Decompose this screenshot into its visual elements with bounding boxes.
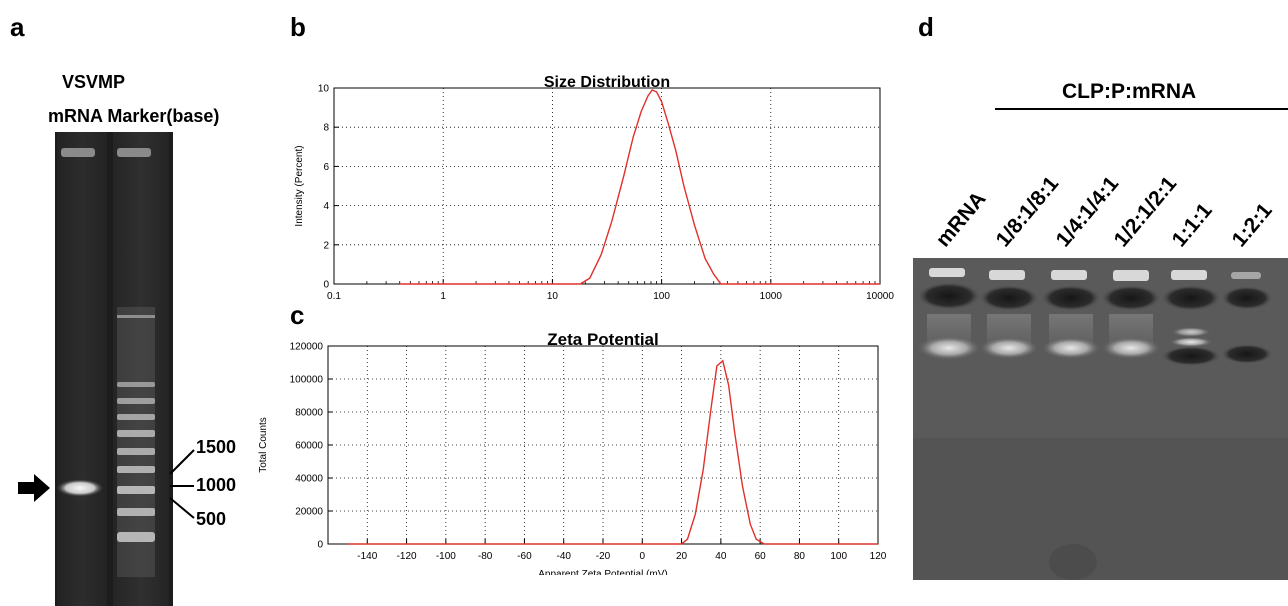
y-tick-label: 0 (317, 540, 323, 551)
y-tick-label: 40000 (295, 474, 323, 485)
x-tick-label: 100 (830, 551, 847, 562)
marker-band-top (117, 315, 155, 318)
lower-dark-bands (1161, 344, 1273, 366)
x-tick-label: -80 (478, 551, 493, 562)
x-tick-label: -20 (596, 551, 611, 562)
sample-band (56, 479, 104, 497)
lane-label-1-8: 1/8:1/8:1 (991, 172, 1064, 252)
y-tick-label: 120000 (290, 342, 324, 353)
y-tick-label: 20000 (295, 507, 323, 518)
y-tick-label: 2 (323, 240, 329, 251)
y-tick-label: 100000 (290, 375, 324, 386)
chart-title: Zeta Potential (547, 330, 658, 349)
chart-title: Size Distribution (544, 74, 670, 91)
well-sample (61, 148, 95, 157)
y-tick-label: 80000 (295, 408, 323, 419)
y-tick-label: 6 (323, 162, 329, 173)
dark-bands (917, 282, 1273, 311)
well-marker (117, 148, 151, 157)
x-tick-label: 40 (715, 551, 727, 562)
panel-letter-b: b (290, 12, 306, 42)
x-tick-label: 0 (640, 551, 646, 562)
panel-letter-d: d (918, 12, 934, 42)
x-tick-label: -40 (556, 551, 571, 562)
x-tick-label: 1 (440, 291, 446, 302)
y-tick-label: 10 (318, 84, 330, 95)
data-curve (347, 359, 878, 545)
x-tick-label: 1000 (760, 291, 783, 302)
y-tick-label: 8 (323, 123, 329, 134)
y-tick-label: 60000 (295, 441, 323, 452)
x-tick-label: 60 (755, 551, 767, 562)
x-tick-label: 80 (794, 551, 806, 562)
size-distribution-chart: Size Distribution 0.1 1 10 100 1000 10000 0 2 4 6 8… (294, 74, 894, 302)
data-curve (399, 89, 880, 285)
lane-label-1-1-1: 1:1:1 (1167, 199, 1217, 252)
marker-ladder (117, 382, 155, 542)
x-tick-label: 20 (676, 551, 688, 562)
marker-1000-label: 1000 (196, 475, 237, 495)
x-tick-label: 10 (547, 291, 559, 302)
lane-label-mrna: mRNA (931, 187, 991, 252)
y-tick-label: 4 (323, 201, 329, 212)
group-label: CLP:P:mRNA (1062, 80, 1197, 103)
gel-wells (929, 268, 1261, 281)
marker-callout-lines (169, 449, 195, 519)
panel-letter-a: a (10, 12, 25, 42)
marker-label: mRNA Marker(base) (48, 106, 220, 126)
lane-label-1-2-1: 1:2:1 (1227, 199, 1277, 252)
group-label-rule (995, 108, 1288, 110)
x-tick-label: 10000 (866, 291, 894, 302)
sample-label: VSVMP (62, 72, 126, 92)
marker-1500-label: 1500 (196, 437, 237, 457)
arrow-icon (18, 474, 50, 502)
y-axis-label: Total Counts (258, 417, 269, 473)
gel-image-d (913, 258, 1288, 580)
bright-bands (917, 327, 1213, 360)
x-tick-label: -60 (517, 551, 532, 562)
x-axis-label: Apparent Zeta Potential (mV) (538, 569, 668, 575)
panel-letter-c: c (290, 300, 305, 330)
x-tick-label: 120 (870, 551, 887, 562)
x-tick-label: -140 (357, 551, 377, 562)
x-tick-label: -100 (436, 551, 456, 562)
marker-500-label: 500 (196, 509, 227, 529)
gel-image-a (55, 132, 173, 606)
x-tick-label: -120 (397, 551, 417, 562)
x-tick-label: 0.1 (327, 291, 341, 302)
zeta-potential-chart: Zeta Potential -140 -120 -100 -80 -60 -40 -20 0 2… (258, 330, 887, 575)
x-tick-label: 100 (653, 291, 670, 302)
y-tick-label: 0 (323, 280, 329, 291)
y-axis-label: Intensity (Percent) (294, 145, 305, 226)
plot-frame (333, 87, 881, 285)
